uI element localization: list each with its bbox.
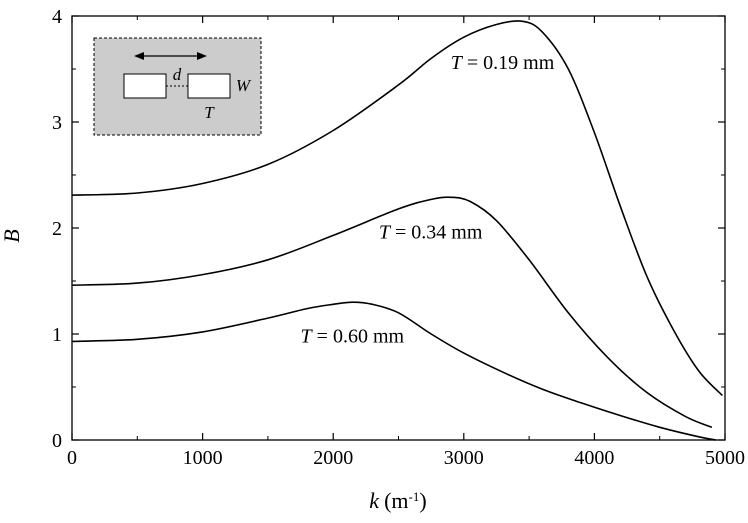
x-axis-label: k (m-1) <box>369 488 426 513</box>
series-label-2: T = 0.60 mm <box>301 325 405 347</box>
inset-label-t: T <box>204 103 215 122</box>
y-tick-label: 1 <box>52 324 62 346</box>
inset-diagram: d W T <box>93 37 262 136</box>
series-label-var: T <box>451 52 464 74</box>
series-label-value: = 0.19 mm <box>462 52 555 74</box>
inset-label-w: W <box>236 76 252 95</box>
series-line-2 <box>71 301 717 441</box>
y-tick-label: 0 <box>52 430 62 452</box>
axis-ticks <box>71 15 726 441</box>
inset-label-d: d <box>173 65 182 84</box>
inset-arrowhead-left <box>134 52 144 60</box>
series-label-1: T = 0.34 mm <box>379 222 483 244</box>
x-axis-label-exp: -1 <box>409 489 420 504</box>
x-tick-label: 3000 <box>444 447 484 469</box>
x-tick-label: 4000 <box>574 447 614 469</box>
series-label-value: = 0.34 mm <box>390 222 483 244</box>
series-label-0: T = 0.19 mm <box>451 52 555 74</box>
series-label-var: T <box>301 325 314 347</box>
inset-right-block <box>187 73 231 99</box>
inset-left-block <box>123 73 167 99</box>
series-label-var: T <box>379 222 392 244</box>
series-label-value: = 0.60 mm <box>312 325 405 347</box>
x-tick-label: 2000 <box>313 447 353 469</box>
y-tick-label: 2 <box>52 218 62 240</box>
series-line-0 <box>71 20 723 397</box>
x-axis-label-close: ) <box>419 488 426 513</box>
inset-arrowhead-right <box>197 52 207 60</box>
y-tick-label: 4 <box>52 6 62 28</box>
axis-tick-labels: 0 1000 2000 3000 4000 5000 0 1 2 3 4 <box>52 6 745 469</box>
y-axis-label: B <box>0 229 24 242</box>
y-tick-label: 3 <box>52 112 62 134</box>
x-axis-label-unit: (m <box>384 488 408 513</box>
series-line-1 <box>71 196 713 429</box>
inset-background <box>93 37 262 136</box>
x-tick-label: 0 <box>67 447 77 469</box>
x-axis-label-var: k <box>369 488 380 513</box>
x-tick-label: 5000 <box>705 447 745 469</box>
series-layer: T = 0.19 mmT = 0.34 mmT = 0.60 mm <box>71 20 723 441</box>
x-tick-label: 1000 <box>183 447 223 469</box>
